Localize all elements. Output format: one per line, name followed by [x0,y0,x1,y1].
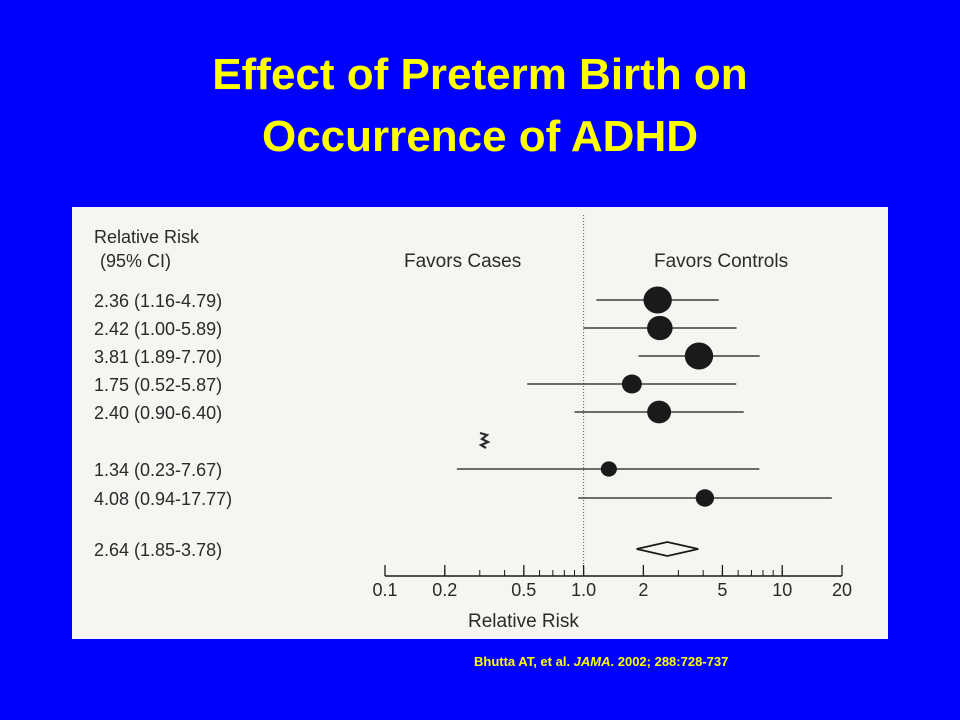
pooled-label: 2.64 (1.85-3.78) [94,540,222,560]
stray-mark [478,431,491,449]
x-tick-label: 0.1 [372,580,397,600]
study-label: 2.42 (1.00-5.89) [94,319,222,339]
slide-title: Effect of Preterm Birth on Occurrence of… [0,44,960,168]
forest-plot-figure: Relative Risk (95% CI) Favors Cases Favo… [72,207,888,639]
x-tick-label: 5 [717,580,727,600]
x-tick-label: 1.0 [571,580,596,600]
point-estimate [647,315,673,341]
slide-title-line-2: Occurrence of ADHD [261,112,699,161]
column-header-line-1: Relative Risk [94,227,200,247]
column-header-line-2: (95% CI) [100,251,171,271]
citation-details: . 2002; 288:728-737 [610,654,729,669]
study-label: 3.81 (1.89-7.70) [94,347,222,367]
study-label: 4.08 (0.94-17.77) [94,489,232,509]
citation-authors: Bhutta AT, et al. [474,654,574,669]
point-estimate [621,374,642,394]
citation-journal: JAMA [573,654,611,669]
study-label: 1.75 (0.52-5.87) [94,375,222,395]
study-label: 1.34 (0.23-7.67) [94,460,222,480]
x-axis-label: Relative Risk [468,611,579,632]
point-estimate [647,400,672,424]
study-label: 2.36 (1.16-4.79) [94,291,222,311]
slide-title-line-1: Effect of Preterm Birth on [212,50,748,99]
point-estimate [643,286,672,314]
point-estimate [695,489,715,507]
x-tick-label: 20 [832,580,852,600]
forest-plot: Relative Risk (95% CI) Favors Cases Favo… [94,215,852,632]
favors-cases-label: Favors Cases [404,251,521,272]
citation: Bhutta AT, et al. JAMA. 2002; 288:728-73… [474,654,728,669]
x-tick-label: 10 [772,580,792,600]
point-estimate [600,461,617,477]
point-estimate [684,342,714,370]
study-label: 2.40 (0.90-6.40) [94,403,222,423]
pooled-diamond [636,541,699,557]
x-tick-label: 0.5 [511,580,536,600]
favors-controls-label: Favors Controls [654,251,788,272]
x-tick-label: 0.2 [432,580,457,600]
x-tick-label: 2 [638,580,648,600]
